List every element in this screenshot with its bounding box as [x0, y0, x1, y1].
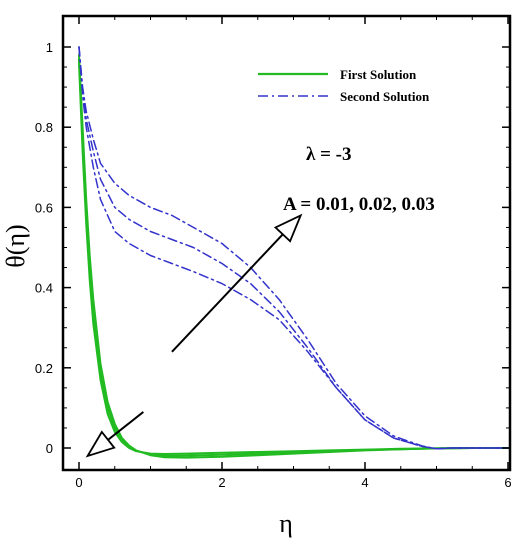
series-line-second-4: [78, 46, 509, 450]
y-tick-label: 0.8: [35, 120, 53, 135]
a-values-annotation: A = 0.01, 0.02, 0.03: [283, 194, 435, 215]
x-tick-label: 2: [218, 475, 225, 490]
y-tick-label: 0.6: [35, 200, 53, 215]
legend-label-first: First Solution: [340, 67, 417, 82]
series-layer: [78, 46, 509, 459]
arrow-shaft-1: [171, 233, 284, 353]
y-tick-label: 0.4: [35, 281, 53, 296]
series-line-second-5: [78, 46, 509, 450]
arrow-layer: [85, 213, 303, 458]
series-line-first-1: [78, 62, 509, 455]
x-tick-label: 4: [361, 475, 368, 490]
x-axis-title: η: [279, 509, 293, 538]
x-tick-label: 0: [75, 475, 82, 490]
tick-layer: 0 2 4 6 0 0.2 0.4 0.6 0.8 1: [35, 16, 512, 490]
legend: First Solution Second Solution: [258, 67, 430, 104]
plot-frame: [61, 14, 512, 472]
y-tick-label: 1: [46, 40, 53, 55]
series-line-first-3: [78, 54, 509, 459]
y-axis-title: θ(η): [1, 224, 30, 267]
series-line-first-2: [78, 58, 509, 457]
series-line-second-6: [78, 46, 509, 450]
legend-label-second: Second Solution: [340, 89, 430, 104]
arrow-shaft-2: [107, 411, 144, 441]
x-tick-label: 6: [504, 475, 511, 490]
y-tick-label: 0.2: [35, 361, 53, 376]
lambda-annotation: λ = -3: [306, 144, 352, 165]
y-tick-label: 0: [46, 441, 53, 456]
arrow-head-2: [85, 430, 116, 458]
arrow-head-1: [273, 213, 303, 243]
